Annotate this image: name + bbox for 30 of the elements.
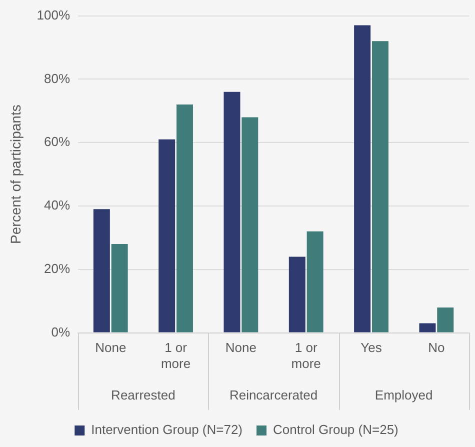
bar (158, 139, 176, 332)
y-tick-label: 80% (44, 70, 70, 86)
bar (111, 244, 128, 332)
bar (437, 307, 454, 332)
x-tick-label: None (225, 340, 256, 356)
y-tick-label: 100% (36, 7, 70, 22)
bar (224, 92, 240, 332)
x-tick-label: None (95, 340, 126, 356)
y-tick-label: 40% (44, 198, 70, 213)
x-tick-label: No (428, 340, 445, 356)
bar (93, 209, 110, 332)
bar (176, 104, 193, 332)
y-tick-label: 60% (44, 134, 70, 150)
x-tick-label: 1 or more (160, 340, 191, 371)
text: Employed (374, 388, 433, 403)
text: Rearrested (111, 388, 176, 403)
legend-label: Intervention Group (N=72) (91, 422, 243, 438)
bar (242, 117, 258, 332)
y-tick-label: 20% (44, 260, 70, 276)
text: Reincarcerated (229, 388, 318, 403)
x-tick-label: 1 or more (291, 340, 321, 371)
y-tick-label: 0% (51, 324, 70, 340)
y-axis-title: Percent of participants (7, 104, 24, 244)
bar (306, 231, 324, 332)
legend-label: Control Group (N=25) (273, 422, 398, 438)
x-tick-label: Yes (360, 340, 382, 356)
bar (372, 41, 388, 332)
bar (354, 25, 371, 332)
bar (419, 323, 436, 332)
bar (288, 256, 306, 332)
